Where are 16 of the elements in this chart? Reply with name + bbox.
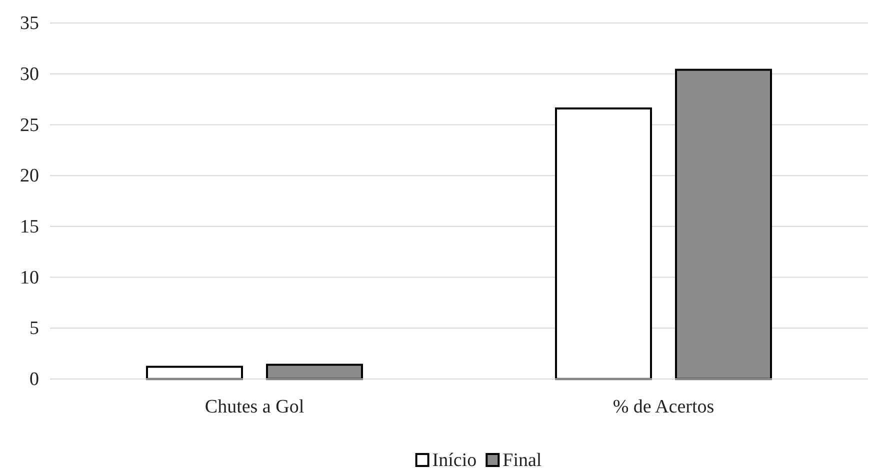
y-tick-label: 10 — [20, 267, 39, 288]
y-tick-label: 0 — [30, 369, 39, 390]
x-tick-label: Chutes a Gol — [204, 396, 304, 418]
y-tick-label: 15 — [20, 216, 39, 238]
legend-label: Final — [502, 450, 542, 471]
y-tick-label: 5 — [30, 318, 39, 340]
y-tick-label: 25 — [20, 114, 39, 136]
y-tick-label: 20 — [20, 166, 39, 187]
bar — [266, 364, 363, 380]
bar — [146, 366, 243, 380]
bar — [555, 107, 652, 380]
y-tick-label: 30 — [20, 64, 39, 85]
y-tick-label: 35 — [20, 13, 39, 34]
legend-label: Início — [432, 450, 477, 471]
x-tick-label: % de Acertos — [612, 396, 714, 418]
bar — [675, 68, 772, 380]
